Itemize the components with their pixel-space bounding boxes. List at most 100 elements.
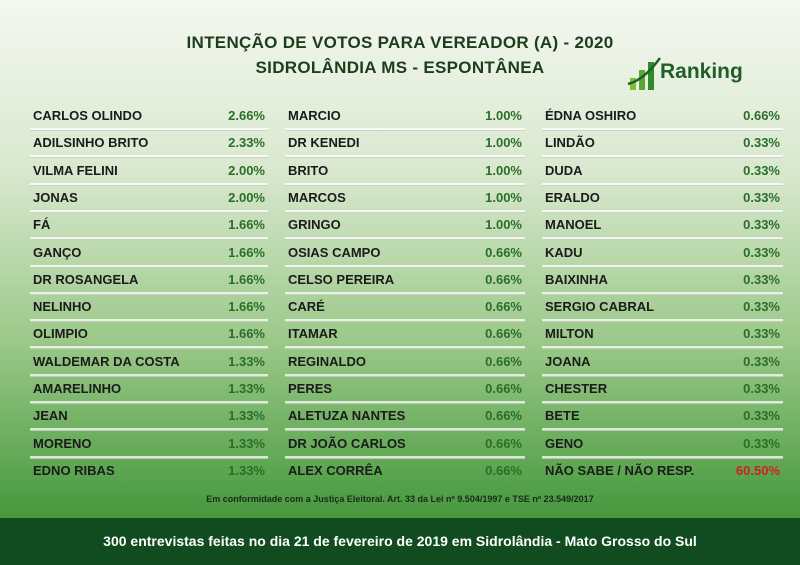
row-separator	[285, 209, 525, 213]
row-separator	[542, 264, 783, 268]
row-separator	[285, 128, 525, 131]
vote-percent: 0.33%	[743, 408, 780, 424]
row-separator	[285, 237, 525, 241]
candidate-name: MILTON	[545, 326, 594, 342]
row-separator	[542, 291, 783, 295]
row-separator	[30, 428, 268, 432]
row-separator	[542, 128, 783, 131]
row-separator	[285, 346, 525, 350]
row-separator	[542, 428, 783, 432]
candidate-name: MARCIO	[288, 108, 341, 123]
candidate-name: OSIAS CAMPO	[288, 244, 381, 260]
candidate-name: BAIXINHA	[545, 271, 608, 287]
logo-icon	[627, 57, 662, 90]
row-separator	[30, 182, 268, 186]
candidate-name: NELINHO	[33, 299, 92, 315]
vote-percent: 0.66%	[485, 353, 522, 369]
vote-percent: 0.33%	[743, 299, 780, 315]
vote-percent: 1.00%	[485, 217, 522, 233]
vote-percent: 1.00%	[485, 162, 522, 178]
candidate-name: BETE	[545, 408, 580, 424]
candidate-name: WALDEMAR DA COSTA	[33, 353, 180, 369]
candidate-name: AMARELINHO	[33, 381, 122, 396]
vote-percent: 1.33%	[228, 381, 265, 396]
candidate-name: CARLOS OLINDO	[33, 108, 143, 123]
row-separator	[285, 401, 525, 404]
vote-percent: 0.66%	[485, 299, 522, 315]
candidate-name: GANÇO	[33, 244, 82, 260]
row-separator	[285, 428, 525, 432]
row-separator	[542, 373, 783, 377]
vote-percent: 0.66%	[485, 462, 522, 478]
vote-percent: 1.33%	[228, 462, 265, 478]
vote-percent: 0.66%	[743, 108, 780, 123]
vote-percent: 2.33%	[228, 135, 265, 151]
candidate-name: JOANA	[545, 353, 591, 369]
candidate-name: BRITO	[288, 162, 329, 178]
vote-percent: 0.33%	[743, 435, 780, 451]
row-separator	[542, 182, 783, 186]
logo-text: Ranking	[660, 60, 743, 83]
vote-percent: 0.66%	[485, 271, 522, 287]
candidate-name: DR ROSANGELA	[33, 271, 139, 287]
candidate-name: JONAS	[33, 189, 78, 205]
vote-percent: 0.66%	[485, 244, 522, 260]
row-separator	[285, 319, 525, 323]
row-separator	[542, 455, 783, 459]
row-separator	[30, 346, 268, 350]
candidate-name: DR JOÃO CARLOS	[288, 435, 406, 451]
candidate-name: ADILSINHO BRITO	[33, 135, 149, 151]
row-separator	[542, 155, 783, 159]
candidate-name: GRINGO	[288, 217, 341, 233]
candidate-name: EDNO RIBAS	[33, 462, 115, 478]
candidate-name: ERALDO	[545, 189, 600, 205]
candidate-name: CELSO PEREIRA	[288, 271, 395, 287]
candidate-name: MORENO	[33, 435, 92, 451]
candidate-name: REGINALDO	[288, 353, 366, 369]
row-separator	[285, 182, 525, 186]
row-separator	[30, 264, 268, 268]
row-separator	[542, 209, 783, 213]
vote-percent: 1.66%	[228, 217, 265, 233]
row-separator	[285, 155, 525, 159]
row-separator	[30, 319, 268, 323]
title: INTENÇÃO DE VOTOS PARA VEREADOR (A) - 20…	[186, 33, 614, 52]
row-separator	[285, 264, 525, 268]
vote-percent: 0.66%	[485, 381, 522, 396]
vote-percent: 2.66%	[228, 108, 265, 123]
row-separator	[30, 209, 268, 213]
row-separator	[285, 291, 525, 295]
vote-percent: 0.66%	[485, 408, 522, 424]
candidate-name: DR KENEDI	[288, 135, 360, 151]
candidate-name: CARÉ	[288, 299, 325, 315]
candidate-name: MARCOS	[288, 189, 346, 205]
vote-percent: 0.33%	[743, 353, 780, 369]
footer: 300 entrevistas feitas no dia 21 de feve…	[103, 533, 697, 549]
row-separator	[30, 128, 268, 131]
vote-percent: 0.33%	[743, 189, 780, 205]
vote-percent: 2.00%	[228, 189, 265, 205]
vote-percent: 0.66%	[485, 326, 522, 342]
candidate-name: ITAMAR	[288, 326, 338, 342]
row-separator	[30, 291, 268, 295]
row-separator	[30, 455, 268, 459]
vote-percent: 1.33%	[228, 353, 265, 369]
row-separator	[542, 319, 783, 323]
footnote: Em conformidade com a Justiça Eleitoral.…	[206, 494, 594, 504]
subtitle: SIDROLÂNDIA MS - ESPONTÂNEA	[255, 58, 545, 77]
candidate-name: GENO	[545, 435, 584, 451]
candidate-name: KADU	[545, 244, 583, 260]
row-separator	[542, 401, 783, 404]
row-separator	[542, 237, 783, 241]
candidate-name: JEAN	[33, 408, 68, 424]
candidate-name: FÁ	[33, 217, 51, 233]
vote-percent: 0.33%	[743, 271, 780, 287]
footer-band	[0, 518, 800, 565]
candidate-name: DUDA	[545, 162, 583, 178]
candidate-name: PERES	[288, 381, 333, 396]
candidate-name: ALEX CORRÊA	[288, 462, 383, 478]
candidate-name: VILMA FELINI	[33, 162, 118, 178]
vote-percent: 2.00%	[228, 162, 265, 178]
vote-percent: 0.33%	[743, 326, 780, 342]
